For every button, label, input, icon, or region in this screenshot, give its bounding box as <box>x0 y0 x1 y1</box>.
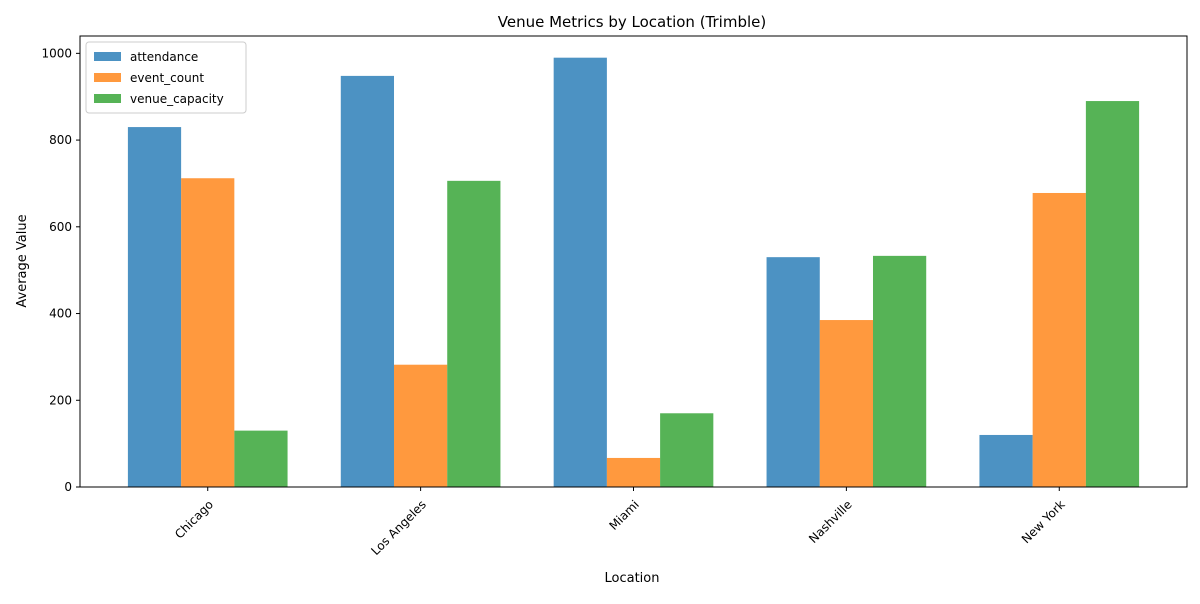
legend-swatch-attendance <box>94 52 121 61</box>
legend-box <box>85 41 247 114</box>
x-tick-label-new-york: New York <box>1019 497 1068 546</box>
legend-label-event-count: event_count <box>130 71 204 85</box>
legend: attendance event_count venue_capacity <box>85 41 247 114</box>
chart-title: Venue Metrics by Location (Trimble) <box>498 13 766 31</box>
legend-swatch-venue-capacity <box>94 94 121 103</box>
bar-attendance-los-angeles <box>340 75 395 488</box>
bar-event-count-chicago <box>181 178 235 487</box>
y-axis-label: Average Value <box>15 214 30 307</box>
y-tick-label: 600 <box>49 220 72 234</box>
y-tick-label: 400 <box>49 307 72 321</box>
bar-venue-capacity-nashville <box>872 255 927 487</box>
x-tick-label-miami: Miami <box>606 497 641 532</box>
bars-layer <box>127 57 1140 488</box>
x-tick-label-chicago: Chicago <box>172 497 216 541</box>
legend-label-venue-capacity: venue_capacity <box>130 92 224 106</box>
x-axis: Chicago Los Angeles Miami Nashville New York <box>172 487 1068 558</box>
x-tick-label-los-angeles: Los Angeles <box>368 497 429 558</box>
x-axis-label: Location <box>605 571 660 586</box>
y-axis: 0 200 400 600 800 1000 <box>41 46 80 494</box>
bar-attendance-chicago <box>127 127 182 487</box>
x-tick-label-nashville: Nashville <box>806 497 855 546</box>
bar-venue-capacity-los-angeles <box>447 180 501 487</box>
legend-label-attendance: attendance <box>130 50 198 64</box>
bar-venue-capacity-miami <box>660 413 714 487</box>
bar-attendance-nashville <box>766 257 820 487</box>
bar-event-count-miami <box>606 457 661 487</box>
bar-event-count-new-york <box>1032 192 1086 487</box>
legend-swatch-event-count <box>94 73 121 82</box>
bar-event-count-los-angeles <box>394 364 448 487</box>
y-tick-label: 0 <box>64 480 72 494</box>
bar-venue-capacity-chicago <box>234 430 288 487</box>
bar-attendance-miami <box>553 57 607 488</box>
y-tick-label: 1000 <box>41 46 72 60</box>
plot-frame <box>79 35 1188 488</box>
bar-event-count-nashville <box>819 320 873 487</box>
bar-venue-capacity-new-york <box>1085 101 1140 487</box>
y-tick-label: 200 <box>49 393 72 407</box>
bar-attendance-new-york <box>979 434 1033 487</box>
y-tick-label: 800 <box>49 133 72 147</box>
